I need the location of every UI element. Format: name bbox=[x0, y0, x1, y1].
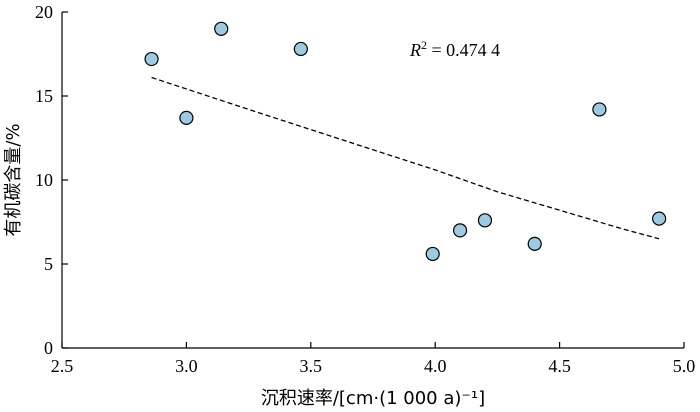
axes-layer: 2.5 3.0 3.5 4.0 4.5 5.0 0 5 10 15 20 bbox=[35, 2, 695, 376]
y-tick-label: 15 bbox=[35, 86, 53, 106]
x-tick-label: 4.5 bbox=[548, 356, 571, 376]
x-axis-title: 沉积速率/[cm·(1 000 a)⁻¹] bbox=[261, 388, 485, 409]
r-squared-value: = 0.474 4 bbox=[427, 40, 500, 60]
data-point bbox=[214, 21, 229, 36]
y-tick-label: 5 bbox=[44, 254, 53, 274]
points-layer bbox=[144, 21, 667, 262]
trendline bbox=[151, 76, 660, 240]
r-symbol: R bbox=[409, 40, 421, 60]
data-point bbox=[527, 236, 542, 251]
data-point bbox=[652, 211, 667, 226]
data-point bbox=[452, 223, 468, 238]
data-point bbox=[179, 110, 194, 125]
y-tick-label: 20 bbox=[35, 2, 53, 22]
y-tick-label: 0 bbox=[44, 338, 53, 358]
data-point bbox=[477, 213, 493, 228]
y-tick-label: 10 bbox=[35, 170, 53, 190]
data-point bbox=[293, 41, 308, 57]
r-squared-annotation: R2 = 0.474 4 bbox=[409, 38, 500, 60]
data-point bbox=[592, 102, 607, 117]
y-axis-title: 有机碳含量/% bbox=[3, 123, 24, 236]
x-tick-label: 3.0 bbox=[175, 356, 198, 376]
data-point bbox=[144, 51, 159, 67]
data-point bbox=[425, 246, 440, 262]
r-exponent: 2 bbox=[421, 38, 427, 52]
x-tick-label: 2.5 bbox=[51, 356, 74, 376]
x-tick-label: 3.5 bbox=[300, 356, 323, 376]
x-tick-label: 4.0 bbox=[424, 356, 447, 376]
trendline-layer bbox=[151, 76, 660, 240]
x-tick-label: 5.0 bbox=[673, 356, 696, 376]
